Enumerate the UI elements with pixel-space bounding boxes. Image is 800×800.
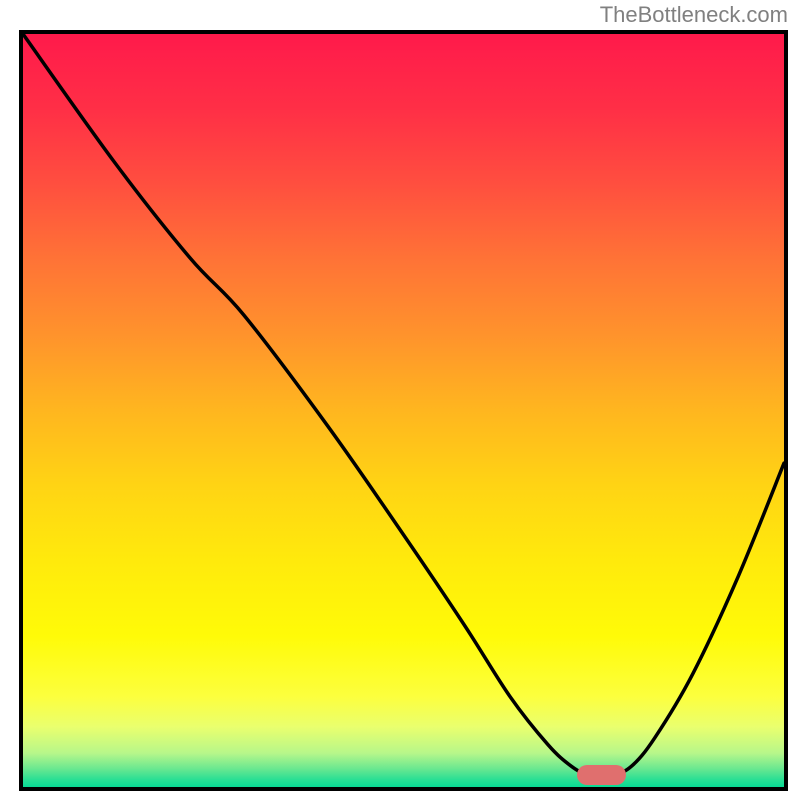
- bottleneck-curve: [23, 34, 784, 787]
- optimal-indicator: [577, 765, 626, 785]
- plot-frame: [19, 30, 788, 791]
- watermark-text: TheBottleneck.com: [600, 2, 788, 28]
